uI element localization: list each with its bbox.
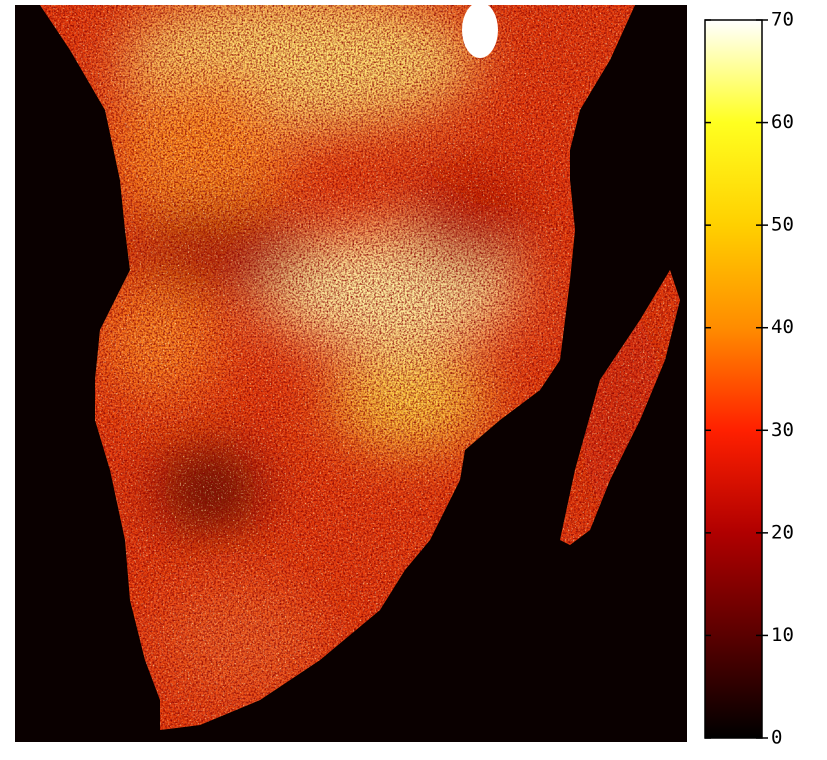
tick-label: 10 [771,624,794,646]
tick-label: 70 [771,9,794,31]
tick-label: 60 [771,111,794,133]
colorbar [705,20,762,738]
tick-label: 20 [771,521,794,543]
tick-label: 40 [771,316,794,338]
page: 0 10 20 30 40 50 60 70 [0,0,827,756]
tick-label: 30 [771,419,794,441]
tick-label: 50 [771,214,794,236]
tick-label: 0 [771,727,782,749]
